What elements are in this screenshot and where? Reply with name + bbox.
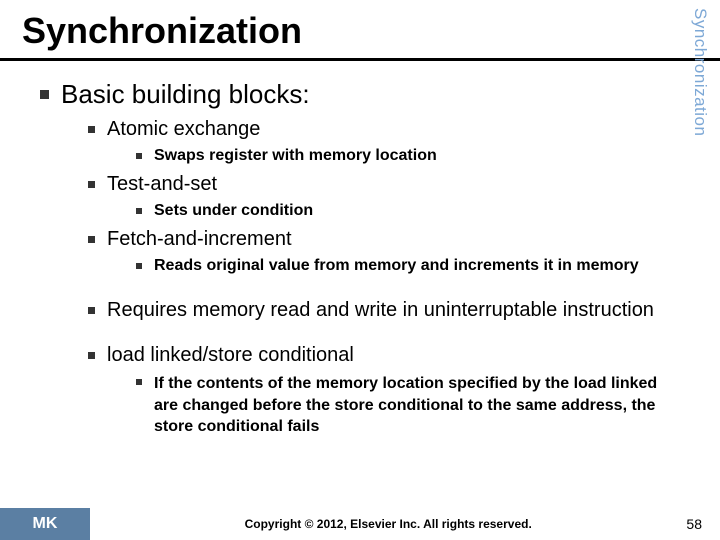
item-sub-label: Swaps register with memory location <box>154 147 437 165</box>
item-label: Requires memory read and write in uninte… <box>107 299 654 322</box>
copyright-text: Copyright © 2012, Elsevier Inc. All righ… <box>90 517 686 531</box>
slide-title: Synchronization <box>0 0 720 58</box>
item-req: Requires memory read and write in uninte… <box>88 299 680 322</box>
logo-text: MK <box>33 515 58 533</box>
bullet-icon <box>136 153 142 159</box>
item-label: Atomic exchange <box>107 118 260 141</box>
main-heading: Basic building blocks: <box>61 79 310 110</box>
bullet-icon <box>88 307 95 314</box>
item-atomic-sub: Swaps register with memory location <box>136 147 680 165</box>
heading-row: Basic building blocks: <box>40 79 680 110</box>
publisher-logo: MK <box>0 508 90 540</box>
bullet-icon <box>136 263 142 269</box>
item-sub-label: Sets under condition <box>154 202 313 220</box>
item-fai: Fetch-and-increment <box>88 228 680 251</box>
bullet-icon <box>88 181 95 188</box>
bullet-icon <box>88 236 95 243</box>
bullet-icon <box>136 379 142 385</box>
item-llsc: load linked/store conditional <box>88 344 680 367</box>
item-tas-sub: Sets under condition <box>136 202 680 220</box>
item-sub-label: If the contents of the memory location s… <box>154 373 680 438</box>
item-label: Fetch-and-increment <box>107 228 292 251</box>
item-tas: Test-and-set <box>88 173 680 196</box>
bullet-icon <box>88 126 95 133</box>
footer: MK Copyright © 2012, Elsevier Inc. All r… <box>0 508 720 540</box>
item-label: Test-and-set <box>107 173 217 196</box>
side-tab-label: Synchronization <box>690 8 710 136</box>
item-label: load linked/store conditional <box>107 344 354 367</box>
bullet-icon <box>88 352 95 359</box>
bullet-icon <box>40 90 49 99</box>
item-llsc-sub: If the contents of the memory location s… <box>136 373 680 438</box>
item-sub-label: Reads original value from memory and inc… <box>154 257 639 275</box>
item-fai-sub: Reads original value from memory and inc… <box>136 257 680 275</box>
content-area: Basic building blocks: Atomic exchange S… <box>0 61 720 438</box>
item-atomic: Atomic exchange <box>88 118 680 141</box>
bullet-icon <box>136 208 142 214</box>
page-number: 58 <box>686 516 720 532</box>
